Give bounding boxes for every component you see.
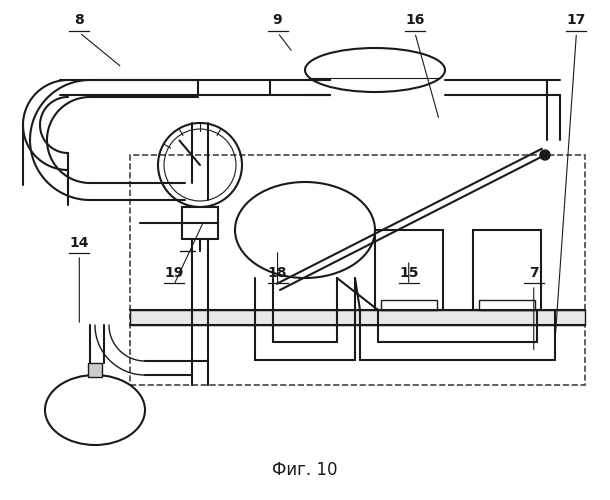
Bar (130, 310, 585, 325)
Text: Фиг. 10: Фиг. 10 (272, 461, 338, 479)
Text: 18: 18 (268, 266, 287, 280)
Ellipse shape (45, 375, 145, 445)
Bar (130, 155, 585, 385)
Bar (375, 230, 443, 310)
Bar (130, 155, 585, 385)
Text: 15: 15 (399, 266, 418, 280)
Bar (473, 230, 541, 310)
Ellipse shape (235, 182, 375, 278)
Text: 19: 19 (164, 266, 184, 280)
Text: 16: 16 (405, 14, 425, 28)
Text: 14: 14 (70, 236, 89, 250)
Circle shape (540, 150, 550, 160)
Bar (88, 363, 102, 377)
Text: 17: 17 (567, 14, 586, 28)
Text: 9: 9 (273, 14, 282, 28)
Bar (198, 80, 270, 95)
Text: 7: 7 (529, 266, 539, 280)
Bar (182, 207, 218, 239)
Text: 8: 8 (74, 14, 84, 28)
Bar (381, 300, 437, 310)
Ellipse shape (305, 48, 445, 92)
Bar (479, 300, 535, 310)
